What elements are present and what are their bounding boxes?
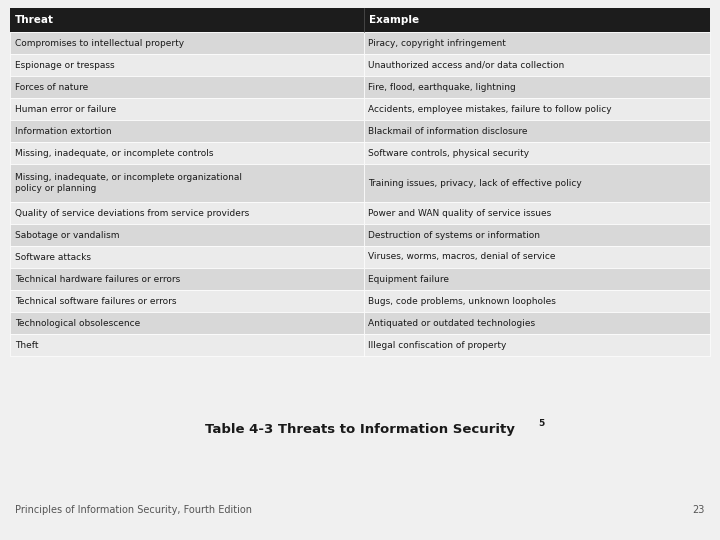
Bar	[10, 290, 364, 312]
Bar	[10, 120, 364, 142]
Text: Table 4-3 Threats to Information Security: Table 4-3 Threats to Information Securit…	[205, 423, 515, 436]
Text: Fire, flood, earthquake, lightning: Fire, flood, earthquake, lightning	[369, 83, 516, 91]
Bar	[364, 312, 710, 334]
Text: Training issues, privacy, lack of effective policy: Training issues, privacy, lack of effect…	[369, 179, 582, 187]
Text: Technical hardware failures or errors: Technical hardware failures or errors	[15, 274, 180, 284]
Bar	[10, 76, 364, 98]
Bar	[10, 142, 364, 164]
Text: Equipment failure: Equipment failure	[369, 274, 449, 284]
Bar	[10, 224, 364, 246]
Bar	[10, 246, 364, 268]
Text: Sabotage or vandalism: Sabotage or vandalism	[15, 231, 120, 240]
Bar	[364, 120, 710, 142]
Text: Human error or failure: Human error or failure	[15, 105, 116, 113]
Text: Antiquated or outdated technologies: Antiquated or outdated technologies	[369, 319, 536, 327]
Text: Theft: Theft	[15, 341, 38, 349]
Bar	[364, 54, 710, 76]
Text: Software controls, physical security: Software controls, physical security	[369, 148, 530, 158]
Bar	[364, 142, 710, 164]
Bar	[10, 8, 710, 32]
Text: Viruses, worms, macros, denial of service: Viruses, worms, macros, denial of servic…	[369, 253, 556, 261]
Bar	[364, 246, 710, 268]
Text: Threat: Threat	[15, 15, 54, 25]
Text: Bugs, code problems, unknown loopholes: Bugs, code problems, unknown loopholes	[369, 296, 557, 306]
Text: Software attacks: Software attacks	[15, 253, 91, 261]
Bar	[10, 334, 364, 356]
Text: Quality of service deviations from service providers: Quality of service deviations from servi…	[15, 208, 249, 218]
Text: Example: Example	[369, 15, 418, 25]
Text: Piracy, copyright infringement: Piracy, copyright infringement	[369, 38, 506, 48]
Bar	[364, 290, 710, 312]
Bar	[364, 76, 710, 98]
Text: Technical software failures or errors: Technical software failures or errors	[15, 296, 176, 306]
Bar	[364, 164, 710, 202]
Text: Espionage or trespass: Espionage or trespass	[15, 60, 114, 70]
Text: Power and WAN quality of service issues: Power and WAN quality of service issues	[369, 208, 552, 218]
Text: Unauthorized access and/or data collection: Unauthorized access and/or data collecti…	[369, 60, 564, 70]
Text: Illegal confiscation of property: Illegal confiscation of property	[369, 341, 507, 349]
Bar	[364, 98, 710, 120]
Text: Missing, inadequate, or incomplete controls: Missing, inadequate, or incomplete contr…	[15, 148, 214, 158]
Bar	[10, 312, 364, 334]
Bar	[10, 32, 364, 54]
Text: Principles of Information Security, Fourth Edition: Principles of Information Security, Four…	[15, 505, 252, 515]
Text: Accidents, employee mistakes, failure to follow policy: Accidents, employee mistakes, failure to…	[369, 105, 612, 113]
Text: Information extortion: Information extortion	[15, 126, 112, 136]
Bar	[10, 268, 364, 290]
Bar	[364, 334, 710, 356]
Bar	[10, 54, 364, 76]
Text: Blackmail of information disclosure: Blackmail of information disclosure	[369, 126, 528, 136]
Bar	[10, 202, 364, 224]
Text: 5: 5	[538, 420, 544, 429]
Text: Missing, inadequate, or incomplete organizational
policy or planning: Missing, inadequate, or incomplete organ…	[15, 173, 242, 193]
Text: 23: 23	[693, 505, 705, 515]
Bar	[364, 268, 710, 290]
Text: Forces of nature: Forces of nature	[15, 83, 89, 91]
Bar	[10, 98, 364, 120]
Bar	[10, 164, 364, 202]
Text: Technological obsolescence: Technological obsolescence	[15, 319, 140, 327]
Text: Compromises to intellectual property: Compromises to intellectual property	[15, 38, 184, 48]
Text: Destruction of systems or information: Destruction of systems or information	[369, 231, 541, 240]
Bar	[364, 32, 710, 54]
Bar	[364, 202, 710, 224]
Bar	[364, 224, 710, 246]
